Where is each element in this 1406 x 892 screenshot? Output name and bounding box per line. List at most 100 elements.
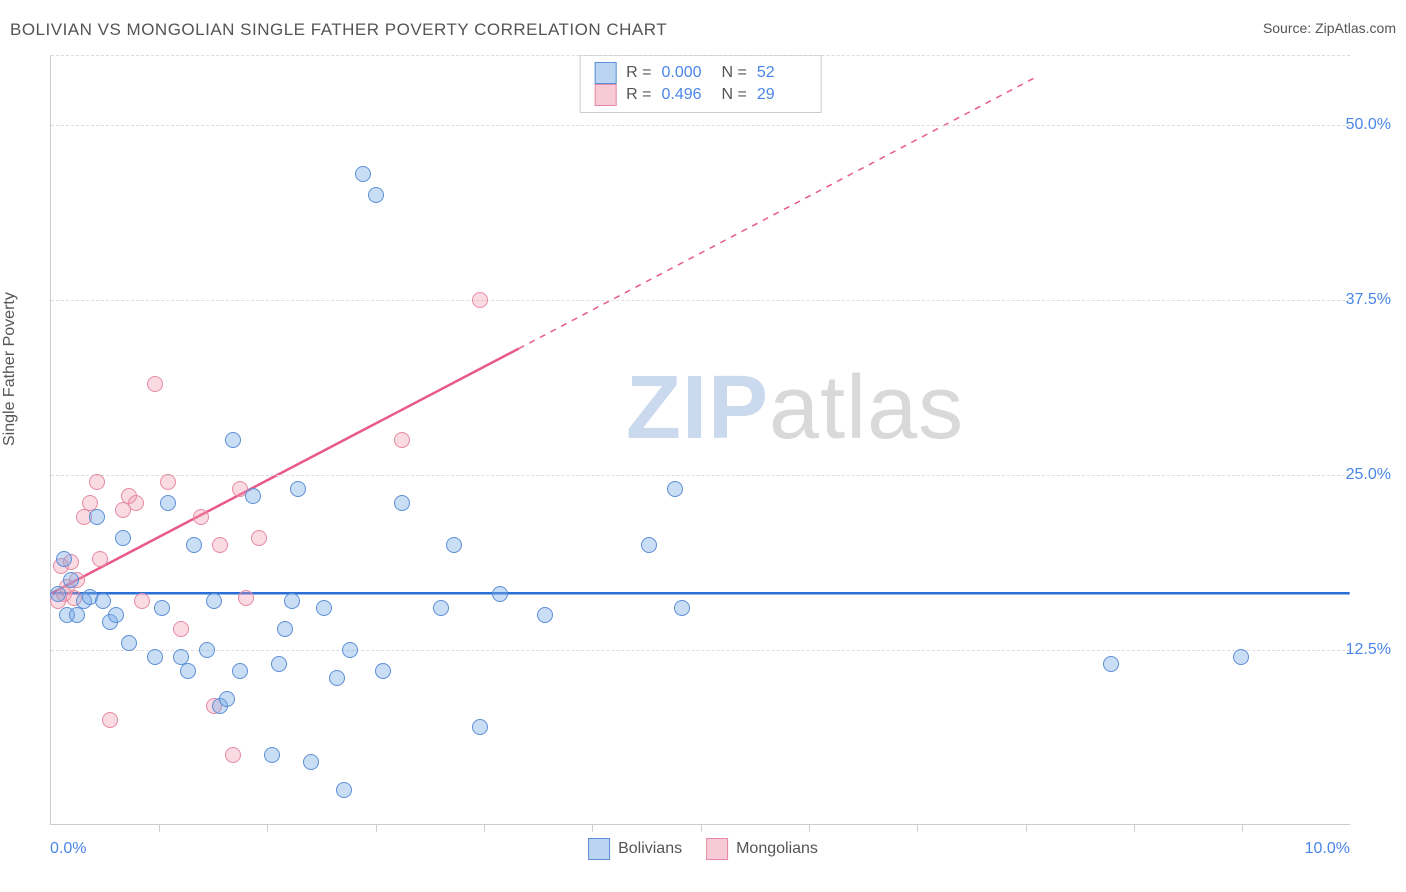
source-label: Source:	[1263, 20, 1315, 36]
data-point	[121, 635, 137, 651]
data-point	[472, 719, 488, 735]
x-tick	[592, 824, 593, 832]
legend-swatch	[594, 62, 616, 84]
gridline	[51, 650, 1350, 651]
data-point	[56, 551, 72, 567]
x-tick	[484, 824, 485, 832]
data-point	[128, 495, 144, 511]
x-axis-max-label: 10.0%	[1305, 840, 1350, 858]
data-point	[290, 481, 306, 497]
data-point	[173, 621, 189, 637]
data-point	[89, 474, 105, 490]
legend-r-label: R =	[626, 86, 651, 104]
data-point	[186, 537, 202, 553]
data-point	[674, 600, 690, 616]
legend-series-name: Bolivians	[618, 840, 682, 858]
data-point	[180, 663, 196, 679]
legend-series-item: Bolivians	[588, 838, 682, 860]
legend-n-label: N =	[722, 64, 747, 82]
data-point	[95, 593, 111, 609]
gridline	[51, 300, 1350, 301]
x-tick	[809, 824, 810, 832]
y-tick-label: 25.0%	[1346, 466, 1391, 484]
data-point	[206, 593, 222, 609]
data-point	[134, 593, 150, 609]
gridline	[51, 125, 1350, 126]
legend-swatch	[594, 84, 616, 106]
data-point	[641, 537, 657, 553]
source-attribution: Source: ZipAtlas.com	[1263, 20, 1396, 36]
data-point	[160, 495, 176, 511]
data-point	[368, 187, 384, 203]
trend-line-b-dashed	[519, 76, 1038, 349]
x-tick	[376, 824, 377, 832]
x-tick	[1134, 824, 1135, 832]
data-point	[394, 495, 410, 511]
data-point	[108, 607, 124, 623]
x-tick	[1026, 824, 1027, 832]
legend-n-value: 29	[757, 86, 807, 104]
data-point	[342, 642, 358, 658]
data-point	[492, 586, 508, 602]
legend-series-item: Mongolians	[706, 838, 818, 860]
data-point	[1103, 656, 1119, 672]
data-point	[303, 754, 319, 770]
legend-swatch	[588, 838, 610, 860]
data-point	[225, 747, 241, 763]
data-point	[245, 488, 261, 504]
x-axis-min-label: 0.0%	[50, 840, 86, 858]
x-tick	[1242, 824, 1243, 832]
watermark: ZIPatlas	[626, 357, 964, 460]
trend-line-b	[51, 349, 518, 594]
scatter-plot-area: ZIPatlas R =0.000N =52R =0.496N =29	[50, 55, 1350, 825]
source-link[interactable]: ZipAtlas.com	[1315, 20, 1396, 36]
data-point	[375, 663, 391, 679]
y-tick-label: 12.5%	[1346, 641, 1391, 659]
legend-row: R =0.000N =52	[594, 62, 807, 84]
data-point	[147, 649, 163, 665]
data-point	[232, 663, 248, 679]
data-point	[537, 607, 553, 623]
legend-swatch	[706, 838, 728, 860]
gridline	[51, 475, 1350, 476]
data-point	[264, 747, 280, 763]
data-point	[147, 376, 163, 392]
data-point	[102, 712, 118, 728]
data-point	[316, 600, 332, 616]
trend-lines-layer	[51, 55, 1350, 824]
watermark-part2: atlas	[769, 358, 964, 458]
x-tick	[267, 824, 268, 832]
data-point	[238, 590, 254, 606]
legend-r-value: 0.496	[662, 86, 712, 104]
legend-n-value: 52	[757, 64, 807, 82]
y-tick-label: 50.0%	[1346, 116, 1391, 134]
data-point	[219, 691, 235, 707]
legend-r-label: R =	[626, 64, 651, 82]
legend-series-name: Mongolians	[736, 840, 818, 858]
legend-row: R =0.496N =29	[594, 84, 807, 106]
data-point	[277, 621, 293, 637]
data-point	[355, 166, 371, 182]
chart-title: BOLIVIAN VS MONGOLIAN SINGLE FATHER POVE…	[10, 20, 667, 40]
data-point	[472, 292, 488, 308]
data-point	[50, 586, 66, 602]
x-tick	[701, 824, 702, 832]
data-point	[154, 600, 170, 616]
legend-correlation: R =0.000N =52R =0.496N =29	[579, 55, 822, 113]
y-tick-label: 37.5%	[1346, 291, 1391, 309]
data-point	[667, 481, 683, 497]
data-point	[284, 593, 300, 609]
data-point	[212, 537, 228, 553]
data-point	[446, 537, 462, 553]
data-point	[271, 656, 287, 672]
gridline	[51, 55, 1350, 56]
data-point	[394, 432, 410, 448]
data-point	[199, 642, 215, 658]
data-point	[433, 600, 449, 616]
y-axis-label: Single Father Poverty	[1, 292, 19, 446]
legend-series: Bolivians Mongolians	[588, 838, 818, 860]
data-point	[69, 607, 85, 623]
data-point	[89, 509, 105, 525]
data-point	[193, 509, 209, 525]
data-point	[160, 474, 176, 490]
